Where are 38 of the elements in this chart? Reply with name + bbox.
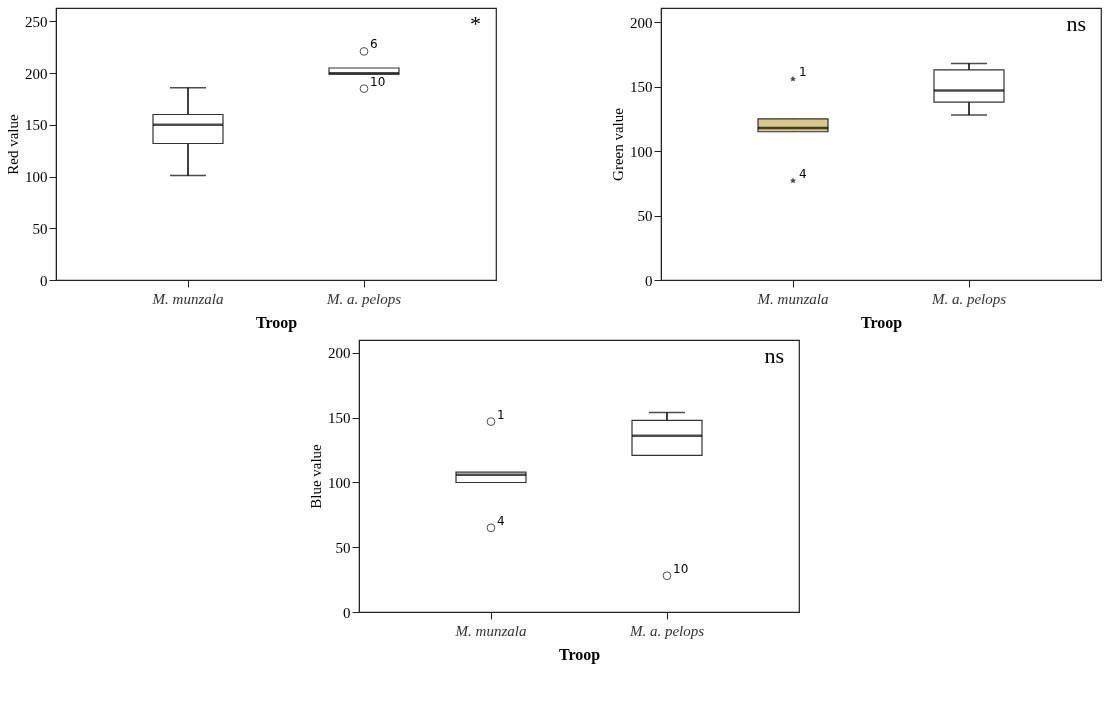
y-tick-label: 100 [25, 169, 48, 186]
y-tick-label: 200 [327, 345, 350, 362]
annotation: 6 [370, 37, 378, 52]
y-tick-label: 0 [40, 272, 48, 289]
x-tick-label: M. munzala [454, 622, 526, 639]
annotation: 10 [370, 74, 386, 89]
y-tick-label: 150 [25, 117, 48, 134]
annotation: ns [1066, 11, 1086, 36]
y-tick-label: 200 [630, 14, 653, 31]
y-tick-label: 100 [327, 474, 350, 491]
annotation: 1 [799, 64, 807, 79]
x-tick-label: M. munzala [756, 290, 829, 307]
annotation: * [470, 11, 481, 36]
y-tick-label: 50 [335, 539, 350, 556]
annotation: 10 [672, 561, 688, 576]
y-tick-label: 250 [25, 13, 48, 30]
y-tick-label: 0 [645, 272, 653, 289]
y-tick-label: 150 [327, 410, 350, 427]
y-axis-title: Red value [5, 113, 21, 175]
x-tick-label: M. a. pelops [628, 622, 704, 639]
y-tick-label: 100 [630, 143, 653, 160]
y-axis-title: Blue value [307, 443, 324, 509]
annotation: 4 [799, 166, 807, 181]
x-axis-title: Troop [558, 645, 600, 664]
annotation: ns [763, 343, 784, 368]
annotation: 1 [496, 407, 505, 422]
x-axis-title: Troop [860, 313, 903, 332]
y-tick-label: 50 [32, 220, 48, 237]
x-tick-label: M. munzala [151, 290, 224, 307]
y-tick-label: 0 [342, 604, 350, 621]
y-tick-label: 150 [630, 79, 653, 96]
x-axis-title: Troop [255, 313, 298, 332]
annotation: 4 [496, 513, 505, 528]
y-tick-label: 50 [637, 208, 653, 225]
x-tick-label: M. a. pelops [325, 290, 402, 307]
y-tick-label: 200 [25, 65, 48, 82]
y-axis-title: Green value [610, 107, 626, 181]
x-tick-label: M. a. pelops [930, 290, 1007, 307]
